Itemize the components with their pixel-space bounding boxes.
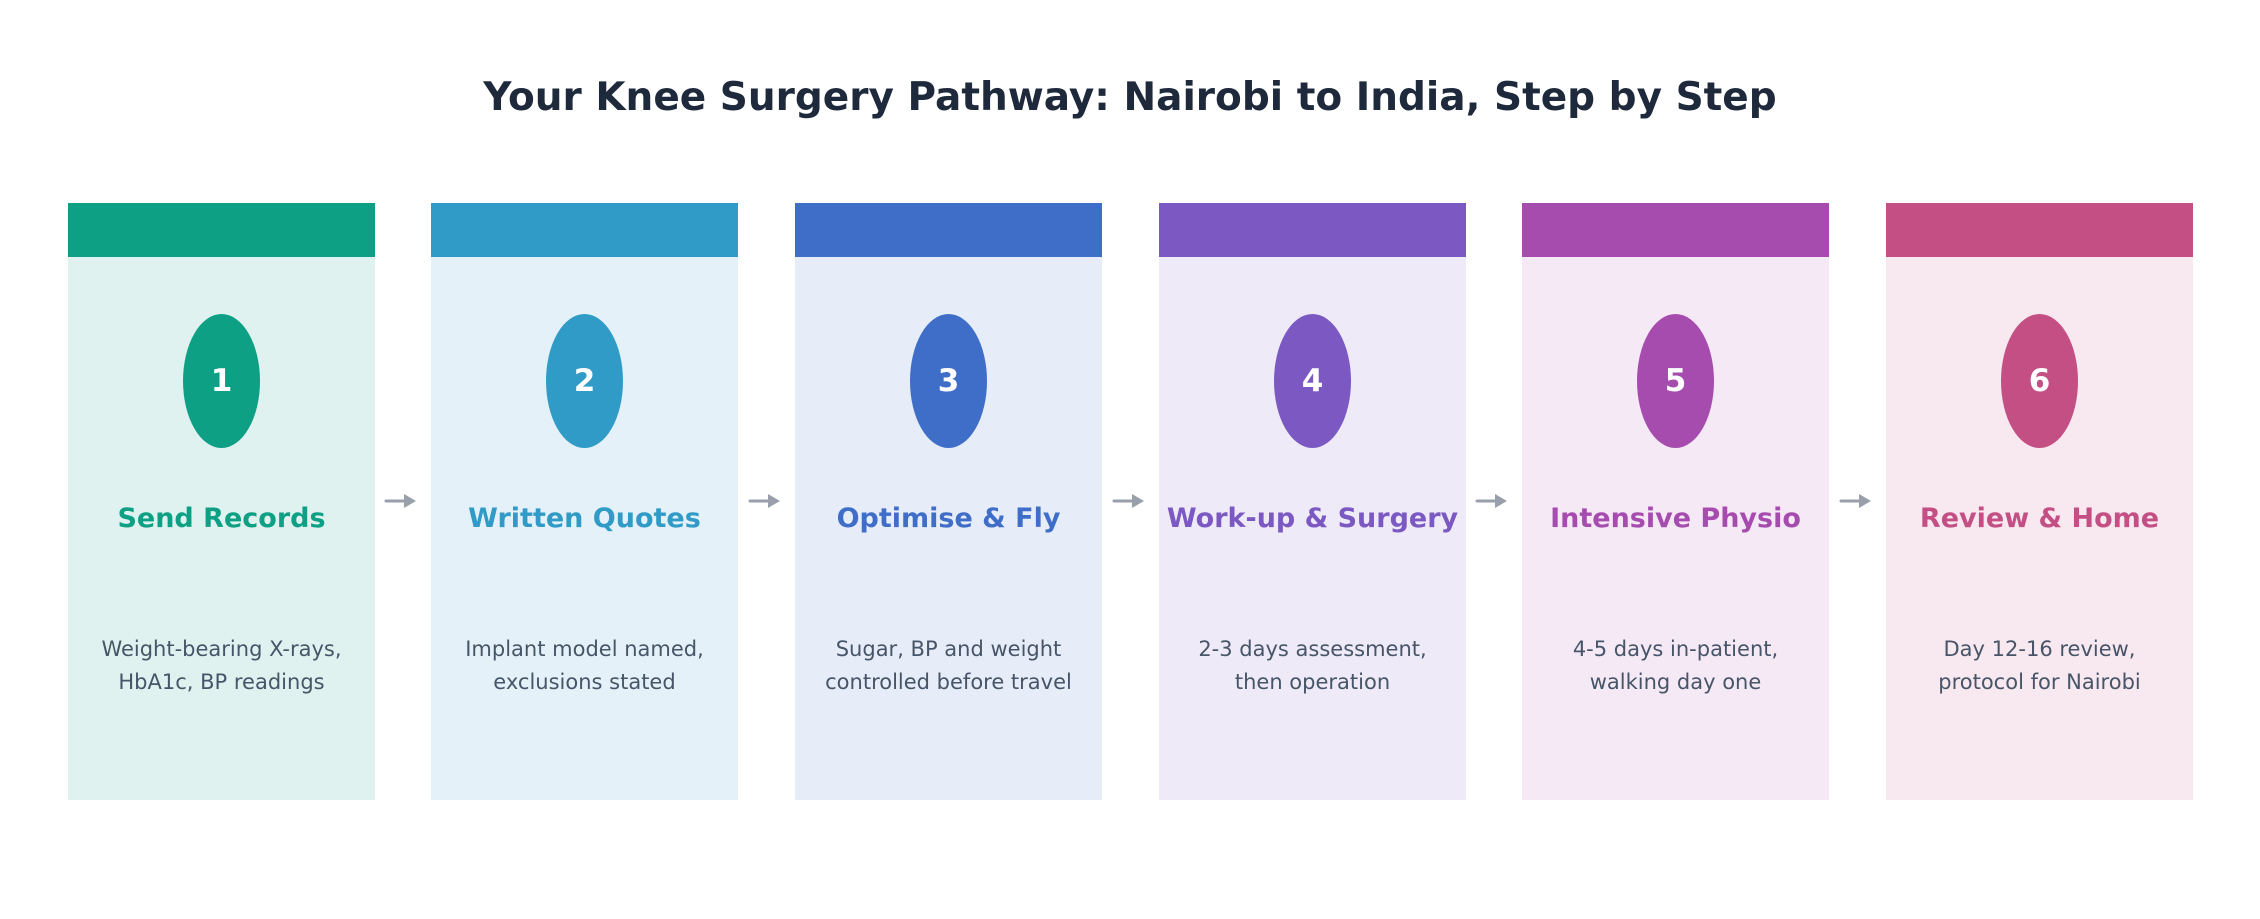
step-header-bar xyxy=(431,203,738,257)
step-header-bar xyxy=(68,203,375,257)
step-description-line: protocol for Nairobi xyxy=(1938,670,2141,694)
step-description-line: exclusions stated xyxy=(493,670,676,694)
step-card-written-quotes: 2 Written Quotes Implant model named, ex… xyxy=(431,203,738,800)
step-description-line: HbA1c, BP readings xyxy=(118,670,325,694)
step-header-bar xyxy=(1522,203,1829,257)
step-description: Weight-bearing X-rays, HbA1c, BP reading… xyxy=(68,633,375,699)
step-description-line: 4-5 days in-patient, xyxy=(1572,637,1779,661)
step-number-badge: 5 xyxy=(1637,314,1714,448)
step-header-bar xyxy=(795,203,1102,257)
step-header-bar xyxy=(1159,203,1466,257)
step-number-badge: 2 xyxy=(546,314,623,448)
step-description-line: 2-3 days assessment, xyxy=(1198,637,1427,661)
step-number-badge: 4 xyxy=(1274,314,1351,448)
step-title: Intensive Physio xyxy=(1550,503,1801,534)
step-description: Sugar, BP and weight controlled before t… xyxy=(795,633,1102,699)
step-description: Implant model named, exclusions stated xyxy=(431,633,738,699)
page-title: Your Knee Surgery Pathway: Nairobi to In… xyxy=(483,75,1777,120)
step-title: Send Records xyxy=(117,503,326,534)
step-card-work-up-surgery: 4 Work-up & Surgery 2-3 days assessment,… xyxy=(1159,203,1466,800)
step-card-intensive-physio: 5 Intensive Physio 4-5 days in-patient, … xyxy=(1522,203,1829,800)
step-description-line: Sugar, BP and weight xyxy=(835,637,1062,661)
step-description: Day 12-16 review, protocol for Nairobi xyxy=(1886,633,2193,699)
arrow-right-icon xyxy=(384,494,416,508)
arrow-right-icon xyxy=(748,494,780,508)
step-description-line: Implant model named, xyxy=(465,637,704,661)
step-description: 4-5 days in-patient, walking day one xyxy=(1522,633,1829,699)
step-header-bar xyxy=(1886,203,2193,257)
step-description-line: Weight-bearing X-rays, xyxy=(101,637,342,661)
step-title: Review & Home xyxy=(1919,503,2160,534)
step-title: Work-up & Surgery xyxy=(1166,503,1459,534)
step-number-badge: 1 xyxy=(183,314,260,448)
step-description-line: walking day one xyxy=(1589,670,1762,694)
step-number-badge: 6 xyxy=(2001,314,2078,448)
arrow-right-icon xyxy=(1475,494,1507,508)
arrow-right-icon xyxy=(1112,494,1144,508)
step-card-send-records: 1 Send Records Weight-bearing X-rays, Hb… xyxy=(68,203,375,800)
step-description-line: then operation xyxy=(1234,670,1391,694)
step-card-review-home: 6 Review & Home Day 12-16 review, protoc… xyxy=(1886,203,2193,800)
step-title: Optimise & Fly xyxy=(836,503,1061,534)
step-title: Written Quotes xyxy=(468,503,701,534)
step-description-line: Day 12-16 review, xyxy=(1943,637,2136,661)
step-card-optimise-fly: 3 Optimise & Fly Sugar, BP and weight co… xyxy=(795,203,1102,800)
arrow-right-icon xyxy=(1839,494,1871,508)
step-description: 2-3 days assessment, then operation xyxy=(1159,633,1466,699)
step-description-line: controlled before travel xyxy=(825,670,1072,694)
step-number-badge: 3 xyxy=(910,314,987,448)
